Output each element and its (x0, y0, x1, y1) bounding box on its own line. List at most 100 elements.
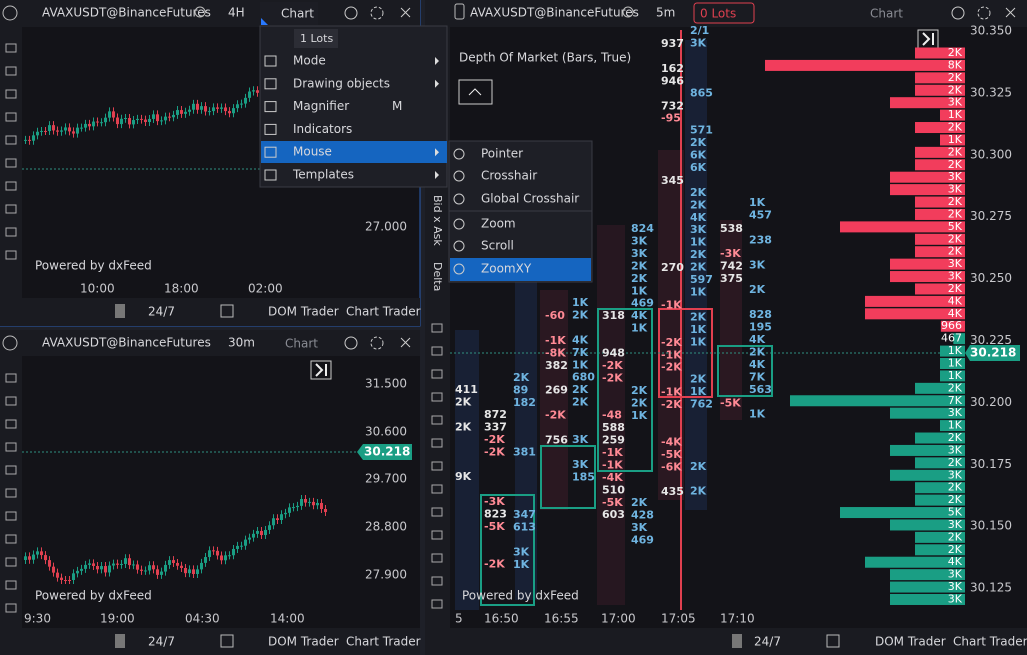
tool-icon[interactable] (431, 346, 443, 356)
calendar-icon[interactable] (826, 634, 840, 648)
submenu-item[interactable]: ZoomXY (481, 262, 532, 276)
search-icon[interactable] (622, 6, 634, 18)
close-icon[interactable] (1005, 7, 1016, 18)
side-label[interactable]: Delta (431, 262, 444, 291)
submenu-item[interactable]: Zoom (481, 217, 516, 231)
tool-icon[interactable] (5, 442, 17, 452)
chart-button-label[interactable]: Chart (285, 337, 318, 351)
menu-item[interactable]: Indicators (293, 122, 352, 136)
value-area-box (717, 345, 773, 397)
symbol[interactable]: AVAXUSDT@BinanceFutures (42, 6, 211, 20)
tool-icon[interactable] (5, 181, 17, 191)
tool-icon[interactable] (5, 534, 17, 544)
tool-icon[interactable] (5, 43, 17, 53)
tool-icon[interactable] (431, 323, 443, 333)
tool-icon[interactable] (5, 603, 17, 613)
tool-icon[interactable] (5, 66, 17, 76)
tool-icon[interactable] (5, 204, 17, 214)
tool-icon[interactable] (5, 465, 17, 475)
search-icon[interactable] (194, 6, 206, 18)
session[interactable]: 24/7 (148, 305, 175, 319)
collapse-button[interactable] (458, 79, 493, 105)
scroll-thumb[interactable] (732, 634, 742, 648)
symbol[interactable]: AVAXUSDT@BinanceFutures (42, 336, 211, 350)
submenu-item[interactable]: Global Crosshair (481, 192, 579, 206)
dom-label: 1K (948, 419, 963, 432)
lots[interactable]: 1 Lots (300, 32, 333, 45)
settings-icon[interactable] (370, 6, 384, 20)
help-icon[interactable] (951, 6, 965, 20)
symbol[interactable]: AVAXUSDT@BinanceFutures (470, 6, 639, 20)
menu-item[interactable]: Mode (293, 54, 326, 68)
dom-label: 5K (948, 506, 963, 519)
menu-item[interactable]: Drawing objects (293, 76, 390, 90)
side-label[interactable]: Bid x Ask (431, 195, 444, 246)
tool-icon[interactable] (5, 396, 17, 406)
lots-box[interactable] (693, 2, 755, 24)
tool-icon[interactable] (5, 511, 17, 521)
dom-bar (915, 494, 965, 506)
dom-bar (865, 556, 965, 568)
tool-icon[interactable] (431, 461, 443, 471)
session[interactable]: 24/7 (754, 635, 781, 649)
chart-button-label[interactable]: Chart (281, 7, 314, 21)
tool-icon[interactable] (431, 369, 443, 379)
dom-bars: 2K8K2K2K3K1K2K1K2K2K3K3K2K2K5K2K2K3K3K2K… (765, 46, 965, 605)
tool-icon[interactable] (431, 576, 443, 586)
calendar-icon[interactable] (220, 304, 234, 318)
dom-trader[interactable]: DOM Trader (875, 635, 946, 649)
tool-icon[interactable] (5, 373, 17, 383)
menu-item[interactable]: Templates (292, 168, 354, 182)
tool-icon[interactable] (431, 392, 443, 402)
timeframe[interactable]: 5m (656, 6, 675, 20)
price-label: 30.150 (970, 519, 1012, 533)
calendar-icon[interactable] (220, 634, 234, 648)
lots-box[interactable] (294, 29, 338, 48)
tool-icon[interactable] (5, 250, 17, 260)
tool-icon[interactable] (5, 419, 17, 429)
chart-trader[interactable]: Chart Trader (953, 635, 1027, 649)
tool-icon[interactable] (5, 227, 17, 237)
close-icon[interactable] (400, 7, 411, 18)
tool-icon[interactable] (431, 553, 443, 563)
footer (0, 628, 420, 655)
chart-trader[interactable]: Chart Trader (346, 635, 421, 649)
submenu-item[interactable]: Scroll (481, 239, 514, 253)
footprint-cell: 2K (455, 395, 472, 408)
chart-trader[interactable]: Chart Trader (346, 305, 421, 319)
lots[interactable]: 0 Lots (700, 7, 736, 21)
settings-icon[interactable] (977, 6, 991, 20)
menu-item[interactable]: Magnifier (293, 99, 349, 113)
session[interactable]: 24/7 (148, 635, 175, 649)
tool-icon[interactable] (431, 530, 443, 540)
chart-button[interactable] (260, 2, 318, 25)
tool-icon[interactable] (431, 415, 443, 425)
dom-label: 2K (948, 543, 963, 556)
go-to-end[interactable] (310, 360, 332, 380)
tool-icon[interactable] (431, 438, 443, 448)
help-icon[interactable] (344, 336, 358, 350)
close-icon[interactable] (400, 337, 411, 348)
help-icon[interactable] (344, 6, 358, 20)
timeframe[interactable]: 4H (228, 6, 245, 20)
submenu-item[interactable]: Crosshair (481, 169, 537, 183)
tool-icon[interactable] (5, 112, 17, 122)
tool-icon[interactable] (431, 599, 443, 609)
menu-item[interactable]: Mouse (293, 145, 332, 159)
tool-icon[interactable] (5, 135, 17, 145)
tool-icon[interactable] (5, 580, 17, 590)
dom-trader[interactable]: DOM Trader (268, 635, 339, 649)
tool-icon[interactable] (431, 484, 443, 494)
scroll-thumb[interactable] (115, 634, 125, 648)
tool-icon[interactable] (5, 488, 17, 498)
chart-button-label[interactable]: Chart (870, 7, 903, 21)
tool-icon[interactable] (431, 507, 443, 517)
tool-icon[interactable] (5, 89, 17, 99)
tool-icon[interactable] (5, 557, 17, 567)
timeframe[interactable]: 30m (228, 336, 255, 350)
settings-icon[interactable] (370, 336, 384, 350)
submenu-item[interactable]: Pointer (481, 147, 523, 161)
scroll-thumb[interactable] (115, 304, 125, 318)
tool-icon[interactable] (5, 158, 17, 168)
dom-trader[interactable]: DOM Trader (268, 305, 339, 319)
